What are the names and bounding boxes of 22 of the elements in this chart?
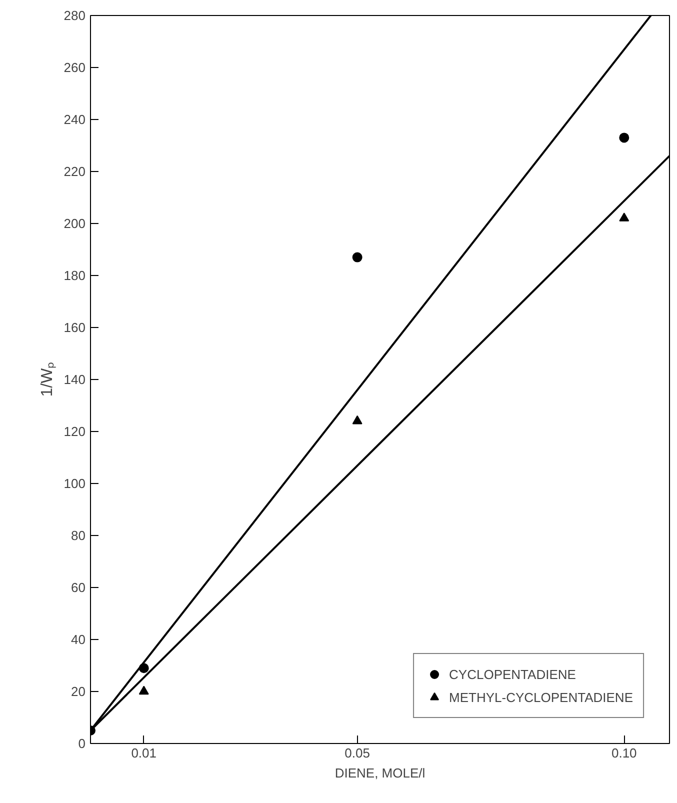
x-tick-label: 0.10: [611, 746, 637, 760]
y-tick-label: 100: [64, 476, 86, 491]
y-tick-label: 40: [71, 632, 86, 647]
y-tick-label: 0: [78, 736, 86, 751]
x-tick-label: 0.05: [344, 746, 370, 760]
x-tick-label: 0.01: [131, 746, 157, 760]
y-tick-label: 180: [64, 268, 86, 283]
legend-label: CYCLOPENTADIENE: [449, 666, 576, 682]
y-tick-label: 80: [71, 528, 86, 543]
y-tick-label: 20: [71, 684, 86, 699]
y-tick-label: 280: [64, 8, 86, 23]
y-tick-label: 200: [64, 216, 86, 231]
y-tick-label: 240: [64, 112, 86, 127]
y-tick-label: 140: [64, 372, 86, 387]
y-tick-label: 220: [64, 164, 86, 179]
x-axis-title: DIENE, MOLE/l: [334, 766, 426, 780]
y-tick-label: 260: [64, 60, 86, 75]
legend-label: METHYL-CYCLOPENTADIENE: [449, 690, 633, 704]
y-tick-label: 160: [64, 320, 86, 335]
y-tick-label: 120: [64, 424, 86, 439]
y-axis-title: 1/Wₚ: [38, 362, 56, 397]
y-tick-label: 60: [71, 580, 86, 595]
